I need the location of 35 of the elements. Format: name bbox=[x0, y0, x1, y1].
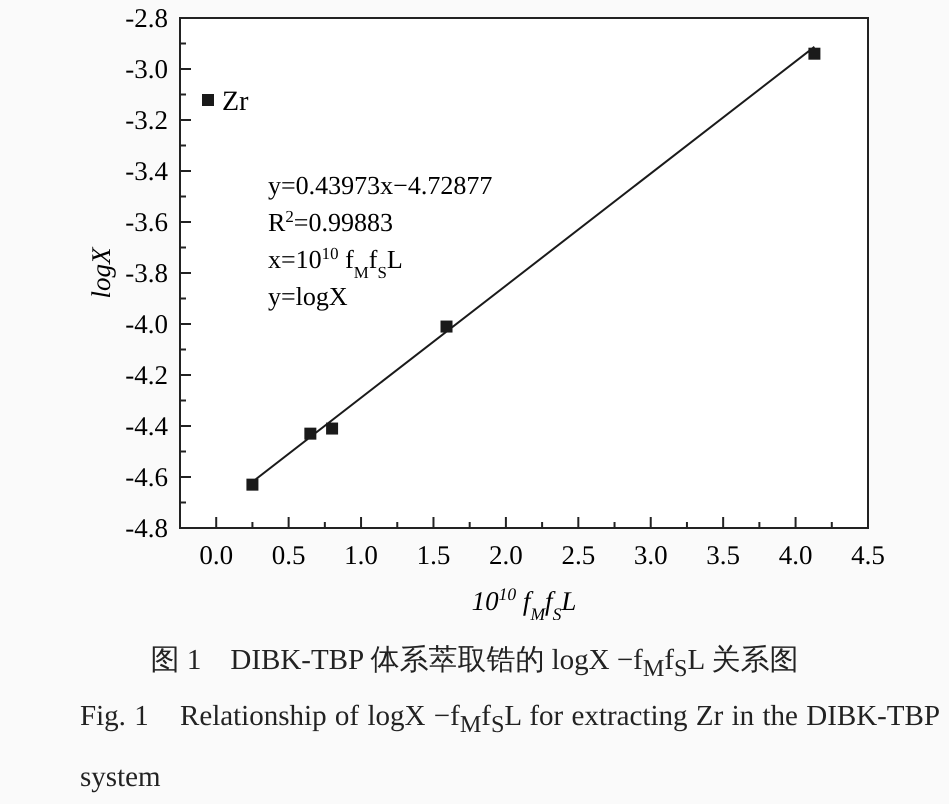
x-tick-label: 0.0 bbox=[199, 540, 234, 570]
x-tick-label: 0.5 bbox=[272, 540, 306, 570]
y-tick-label: -4.8 bbox=[125, 513, 168, 543]
x-tick-label: 4.5 bbox=[851, 540, 885, 570]
annotation: y=0.43973x−4.72877 bbox=[268, 171, 492, 200]
x-tick-label: 2.5 bbox=[561, 540, 596, 570]
y-tick-label: -4.2 bbox=[125, 360, 168, 390]
y-tick-label: -3.2 bbox=[125, 105, 168, 135]
x-tick-label: 3.0 bbox=[634, 540, 668, 570]
x-tick-label: 1.0 bbox=[344, 540, 378, 570]
y-tick-label: -4.6 bbox=[125, 462, 168, 492]
point bbox=[326, 422, 338, 435]
x-tick-label: 1.5 bbox=[416, 540, 450, 570]
y-tick-label: -3.4 bbox=[125, 156, 168, 186]
y-tick-label: -2.8 bbox=[125, 3, 168, 33]
x-tick-label: 3.5 bbox=[706, 540, 740, 570]
legend-label: Zr bbox=[222, 86, 250, 117]
y-tick-label: -3.6 bbox=[125, 207, 168, 237]
text: Fig. 1 Relationship of logX −f$_{M}$f$_{S}$L for extracting Zr in the DIBK-TBP system bbox=[80, 700, 940, 793]
point bbox=[246, 478, 258, 491]
point bbox=[808, 48, 820, 60]
y-tick-label: -3.8 bbox=[125, 258, 168, 288]
annotation: x=10$^{10}$ f$_{M}$f$_{S}$L bbox=[268, 244, 403, 282]
annotation: R$^{2}$=0.99883 bbox=[268, 206, 393, 237]
text: 图 1 DIBK-TBP 体系萃取锆的 logX −f$_{M}$f$_{S}$L 关系图 bbox=[150, 643, 800, 683]
y-tick-label: -4.4 bbox=[125, 411, 168, 441]
y-tick-label: -4.0 bbox=[125, 309, 168, 339]
y-tick-label: -3.0 bbox=[125, 54, 168, 84]
x-tick-label: 2.0 bbox=[489, 540, 523, 570]
annotation: y=logX bbox=[268, 282, 348, 311]
y-axis-title: logX bbox=[86, 246, 116, 298]
point bbox=[440, 320, 453, 333]
point bbox=[304, 428, 316, 440]
x-axis-title: 10$^{10}$ f$_{M}$f$_{S}$L bbox=[472, 584, 576, 624]
x-tick-label: 4.0 bbox=[778, 540, 812, 570]
